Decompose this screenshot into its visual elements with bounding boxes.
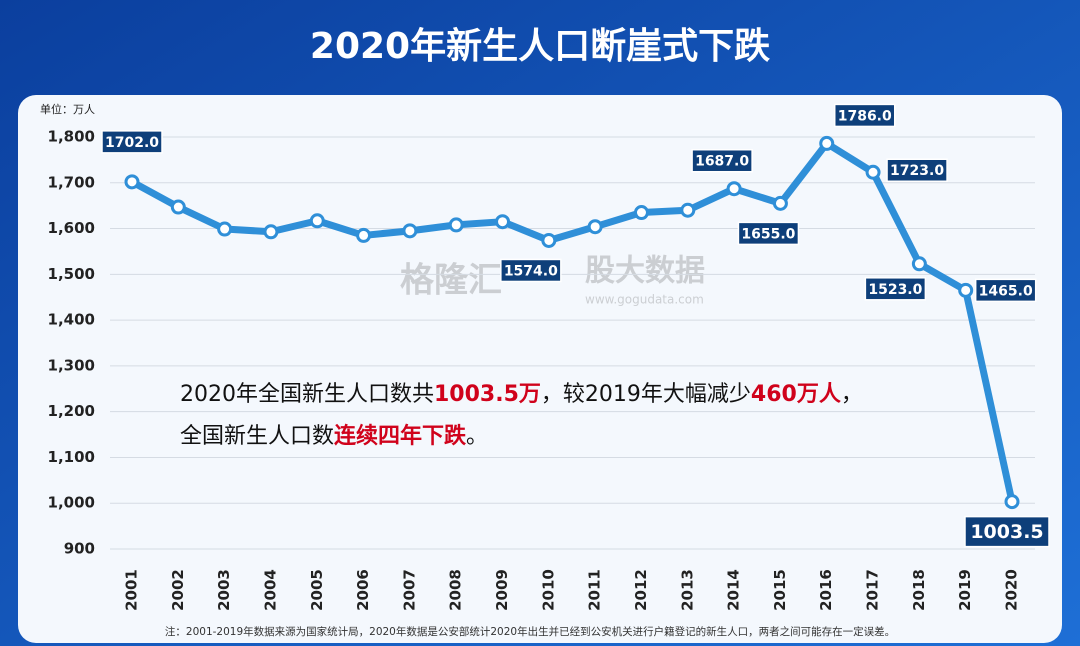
value-label: 1723.0 [890,163,944,179]
x-tick-label: 2001 [123,569,141,611]
x-tick-label: 2013 [678,569,696,611]
x-tick-label: 2004 [261,569,279,611]
annotation-segment: 。 [466,424,488,449]
data-point [680,202,696,218]
x-tick-label: 2019 [956,569,974,611]
value-label-box [737,221,800,246]
y-tick-label: 1,600 [48,219,95,237]
x-tick-label: 2015 [771,569,789,611]
unit-label: 单位：万人 [40,102,95,116]
watermark-text: 股大数据 [585,254,705,289]
data-point [263,224,279,240]
value-label: 1465.0 [979,283,1033,299]
x-tick-label: 2014 [725,569,743,611]
annotation: 全国新生人口数连续四年下跌。 [180,423,488,449]
value-label: 1687.0 [695,154,749,170]
x-tick-label: 2002 [169,569,187,611]
annotation-segment: 2020年全国新生人口数共 [180,382,434,407]
annotation-segment: 全国新生人口数 [180,424,334,449]
x-tick-label: 2009 [493,569,511,611]
x-tick-label: 2008 [447,569,465,611]
value-label-box [833,103,896,128]
data-point [1004,494,1020,510]
data-point [587,219,603,235]
data-point [170,199,186,215]
value-label: 1786.0 [838,108,892,124]
watermark-text: 格隆汇 [400,261,502,301]
data-point [911,256,927,272]
data-point [633,205,649,221]
watermark: 格隆汇 股大数据 www.gogudata.com [400,254,705,307]
x-tick-label: 2003 [215,569,233,611]
annotation-segment: 1003.5万 [434,382,541,407]
y-tick-label: 1,200 [48,402,95,420]
series-line [130,139,1016,503]
annotation-segment: ，较2019年大幅减少 [541,382,751,407]
data-point [726,181,742,197]
x-tick-label: 2007 [400,569,418,611]
data-point [772,195,788,211]
value-label-box [974,278,1037,303]
data-point [448,217,464,233]
x-tick-label: 2005 [308,569,326,611]
annotation-segment: 460万人 [751,382,841,407]
data-point [958,282,974,298]
watermark-text: www.gogudata.com [585,293,704,307]
value-label: 1702.0 [105,135,159,151]
value-label-box [964,515,1050,548]
value-label-box [500,258,562,283]
value-label-box [886,158,948,182]
chart-title: 2020年新生人口断崖式下跌 [310,26,770,67]
value-label-box [101,130,163,154]
value-label-box [864,277,927,301]
data-point [865,164,881,180]
x-tick-label: 2006 [354,569,372,611]
x-tick-label: 2011 [586,569,604,611]
y-tick-label: 1,800 [48,128,95,146]
data-point [124,174,140,190]
y-tick-label: 1,000 [48,494,95,512]
value-label: 1655.0 [741,226,795,242]
x-tick-label: 2012 [632,569,650,611]
data-point [495,214,511,230]
footnote: 注：2001-2019年数据来源为国家统计局，2020年数据是公安部统计2020… [165,625,895,638]
value-label: 1574.0 [504,263,558,279]
value-label-box [691,148,753,173]
y-tick-label: 1,100 [48,448,95,466]
value-label: 1523.0 [868,282,922,298]
y-tick-label: 1,500 [48,265,95,283]
x-tick-label: 2016 [817,569,835,611]
annotation: 2020年全国新生人口数共1003.5万，较2019年大幅减少460万人， [180,382,863,407]
y-tick-label: 1,700 [48,173,95,191]
y-tick-label: 900 [64,540,95,558]
y-tick-label: 1,400 [48,311,95,329]
data-point [309,213,325,229]
x-tick-label: 2018 [910,569,928,611]
data-point [402,223,418,239]
data-point [356,227,372,243]
x-tick-label: 2020 [1003,569,1021,611]
data-point [217,221,233,237]
data-point [819,135,835,151]
y-tick-label: 1,300 [48,356,95,374]
value-label: 1003.5 [970,521,1043,543]
annotation-segment: ， [841,382,863,407]
x-tick-label: 2017 [864,569,882,611]
data-point [541,232,557,248]
annotation-segment: 连续四年下跌 [334,423,467,449]
x-tick-label: 2010 [539,569,557,611]
